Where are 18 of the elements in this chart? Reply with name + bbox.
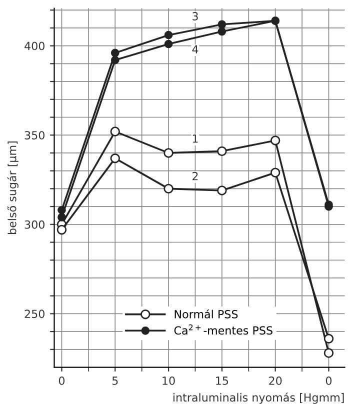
x-tick-label: 5 bbox=[112, 376, 118, 385]
x-tick-label: 0 bbox=[326, 376, 332, 385]
y-axis-title: belső sugár [μm] bbox=[7, 142, 18, 234]
x-tick-label: 20 bbox=[269, 376, 282, 385]
x-tick-label: 10 bbox=[162, 376, 175, 385]
y-tick-label: 400 bbox=[24, 42, 44, 50]
x-axis-title: intraluminalis nyomás [Hgmm] bbox=[173, 392, 344, 404]
annotation: 1 bbox=[192, 134, 198, 143]
annotation: 2 bbox=[192, 172, 198, 180]
x-tick-label: 0 bbox=[58, 376, 65, 385]
y-tick-label: 250 bbox=[24, 310, 44, 318]
y-tick-label: 300 bbox=[24, 220, 44, 229]
annotation: 3 bbox=[192, 12, 198, 20]
legend-label: Normál PSS bbox=[174, 309, 238, 318]
x-tick-label: 15 bbox=[216, 376, 228, 385]
y-tick-label: 350 bbox=[24, 131, 44, 140]
annotation: 4 bbox=[192, 45, 198, 54]
legend-label: Ca$^{2+}$-mentes PSS bbox=[174, 324, 272, 335]
